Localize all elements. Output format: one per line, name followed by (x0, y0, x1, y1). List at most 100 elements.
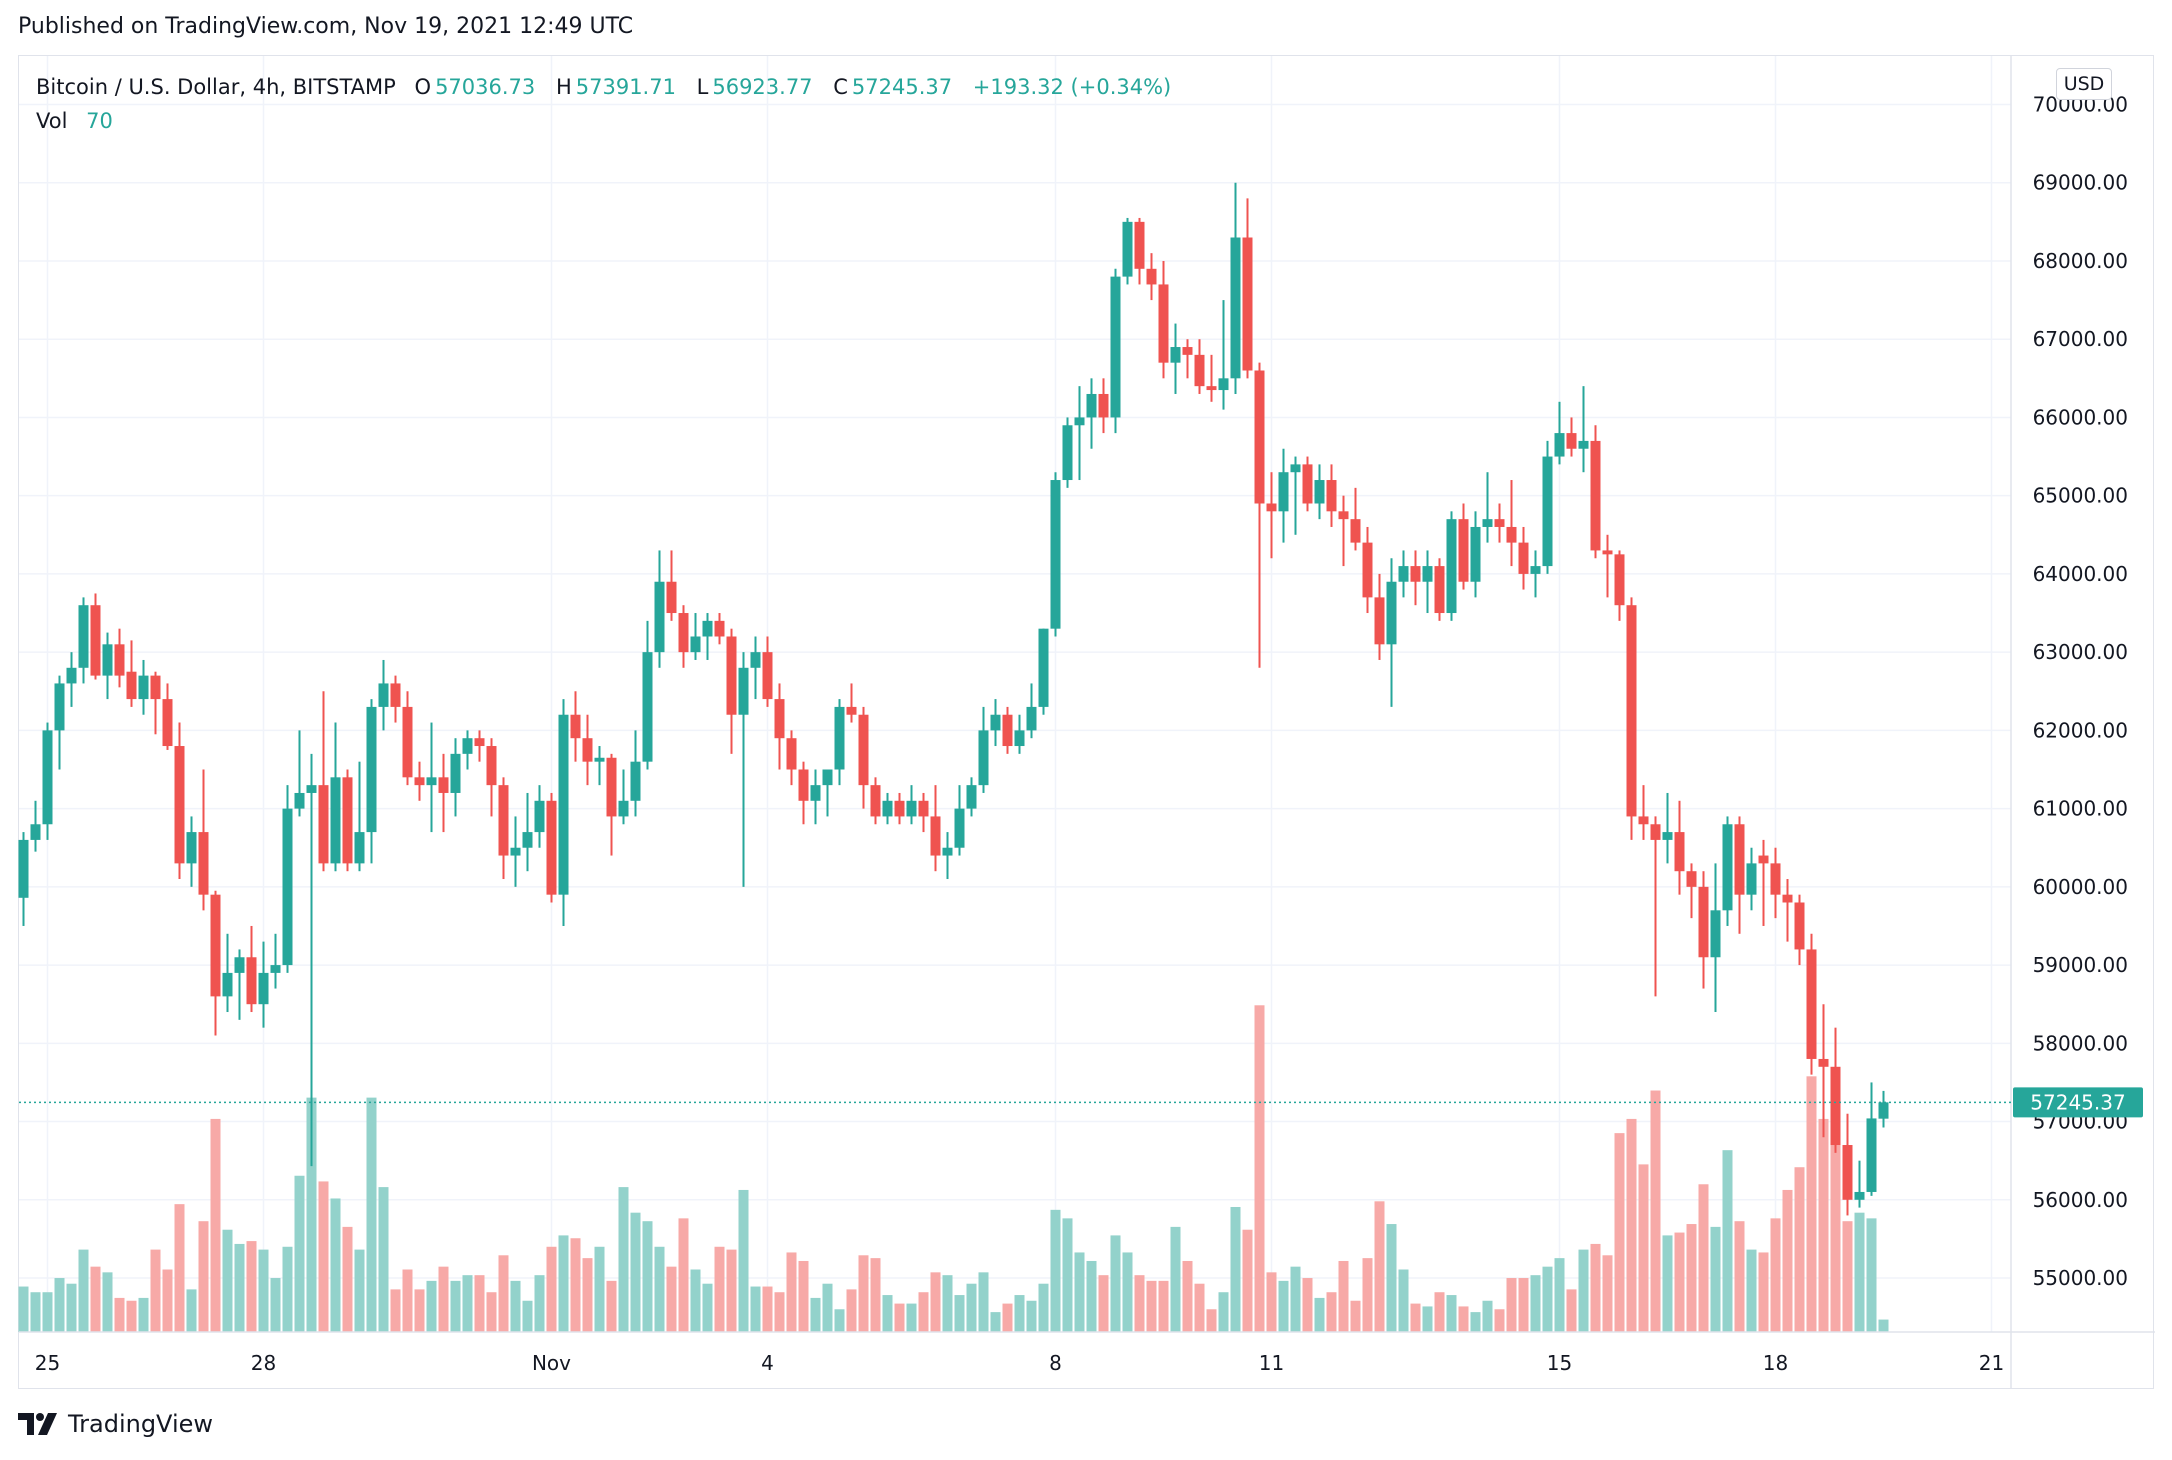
candle-body (330, 777, 341, 864)
tradingview-logo[interactable]: TradingView (18, 1410, 213, 1438)
candle (726, 628, 737, 754)
volume-bar (1338, 1260, 1349, 1332)
published-note: Published on TradingView.com, Nov 19, 20… (18, 14, 634, 39)
candle (942, 832, 953, 880)
last-price-badge (2013, 1087, 2143, 1118)
candle (1842, 1113, 1853, 1216)
candle (1854, 1160, 1865, 1208)
candle-body (666, 581, 677, 614)
volume-bars (18, 1005, 1889, 1332)
candle-body (1506, 526, 1517, 543)
candle (570, 691, 581, 762)
volume-bar (42, 1292, 53, 1332)
candle-body (246, 957, 257, 1005)
candle (78, 597, 89, 684)
logo-text: TradingView (68, 1410, 214, 1438)
volume-bar (1722, 1150, 1733, 1332)
candle-body (534, 800, 545, 833)
candle (138, 659, 149, 715)
candle-body (1446, 519, 1457, 614)
candle (1530, 550, 1541, 598)
candle (582, 714, 593, 786)
candle (990, 699, 1001, 747)
volume-bar (906, 1303, 917, 1332)
volume-bar (894, 1303, 905, 1332)
volume-bar (1494, 1309, 1505, 1332)
candle-body (1854, 1191, 1865, 1200)
candle (414, 761, 425, 801)
candle-body (1014, 730, 1025, 747)
candle (918, 792, 929, 833)
candle (1314, 464, 1325, 520)
candle (546, 792, 557, 903)
candle-body (522, 832, 533, 848)
candle (1230, 182, 1241, 394)
volume-bar (810, 1297, 821, 1332)
candle-body (414, 777, 425, 786)
candle-body (1734, 824, 1745, 895)
candle (630, 730, 641, 817)
volume-bar (702, 1283, 713, 1332)
volume-bar (342, 1226, 353, 1332)
candle (294, 730, 305, 817)
volume-bar (414, 1289, 425, 1332)
volume-value: 70 (86, 109, 113, 133)
candle (1566, 417, 1577, 457)
candle (1254, 362, 1265, 668)
candle-body (642, 652, 653, 762)
candle (1506, 480, 1517, 567)
candle (1794, 894, 1805, 966)
volume-bar (570, 1238, 581, 1332)
open-value: 57036.73 (435, 75, 536, 99)
candle-body (882, 800, 893, 817)
candle-body (42, 730, 53, 825)
candle-body (1038, 628, 1049, 707)
candle-body (738, 667, 749, 715)
price-tick-label: 62000.00 (2033, 718, 2128, 742)
volume-bar (1470, 1312, 1481, 1332)
open-label: O (414, 75, 432, 99)
volume-bar (966, 1283, 977, 1332)
candle-body (1518, 542, 1529, 574)
candle (270, 933, 281, 989)
candle (198, 769, 209, 911)
candle (750, 636, 761, 700)
candle (1446, 511, 1457, 621)
legend: Bitcoin / U.S. Dollar, 4h, BITSTAMP O 570… (36, 70, 1175, 138)
volume-bar (1854, 1212, 1865, 1332)
candle-body (930, 816, 941, 856)
time-tick-label: 4 (761, 1351, 774, 1375)
currency-button[interactable]: USD (2056, 68, 2112, 100)
candle-body (1530, 566, 1541, 574)
candle (1818, 1004, 1829, 1138)
volume-bar (138, 1297, 149, 1332)
time-tick-label: 15 (1547, 1351, 1572, 1375)
candle (390, 675, 401, 723)
candle-body (378, 683, 389, 707)
price-tick-label: 65000.00 (2033, 484, 2128, 508)
candle (282, 785, 293, 973)
candle-body (1830, 1066, 1841, 1146)
price-tick-label: 64000.00 (2033, 562, 2128, 586)
low-value: 56923.77 (712, 75, 813, 99)
candle (1062, 417, 1073, 488)
candle-body (390, 683, 401, 707)
candle-body (270, 965, 281, 973)
volume-bar (1110, 1235, 1121, 1332)
symbol-title[interactable]: Bitcoin / U.S. Dollar, 4h, BITSTAMP (36, 75, 396, 99)
candle (354, 761, 365, 872)
candle (1290, 456, 1301, 535)
candle (678, 605, 689, 668)
volume-bar (1662, 1235, 1673, 1332)
volume-bar (150, 1249, 161, 1332)
candle-body (1182, 347, 1193, 355)
candle-body (1758, 855, 1769, 864)
candle (714, 613, 725, 645)
volume-bar (282, 1246, 293, 1332)
chart-frame (18, 55, 2154, 1389)
candle (1878, 1090, 1889, 1128)
candle-body (966, 785, 977, 809)
volume-bar (1770, 1218, 1781, 1332)
candle (1638, 785, 1649, 840)
